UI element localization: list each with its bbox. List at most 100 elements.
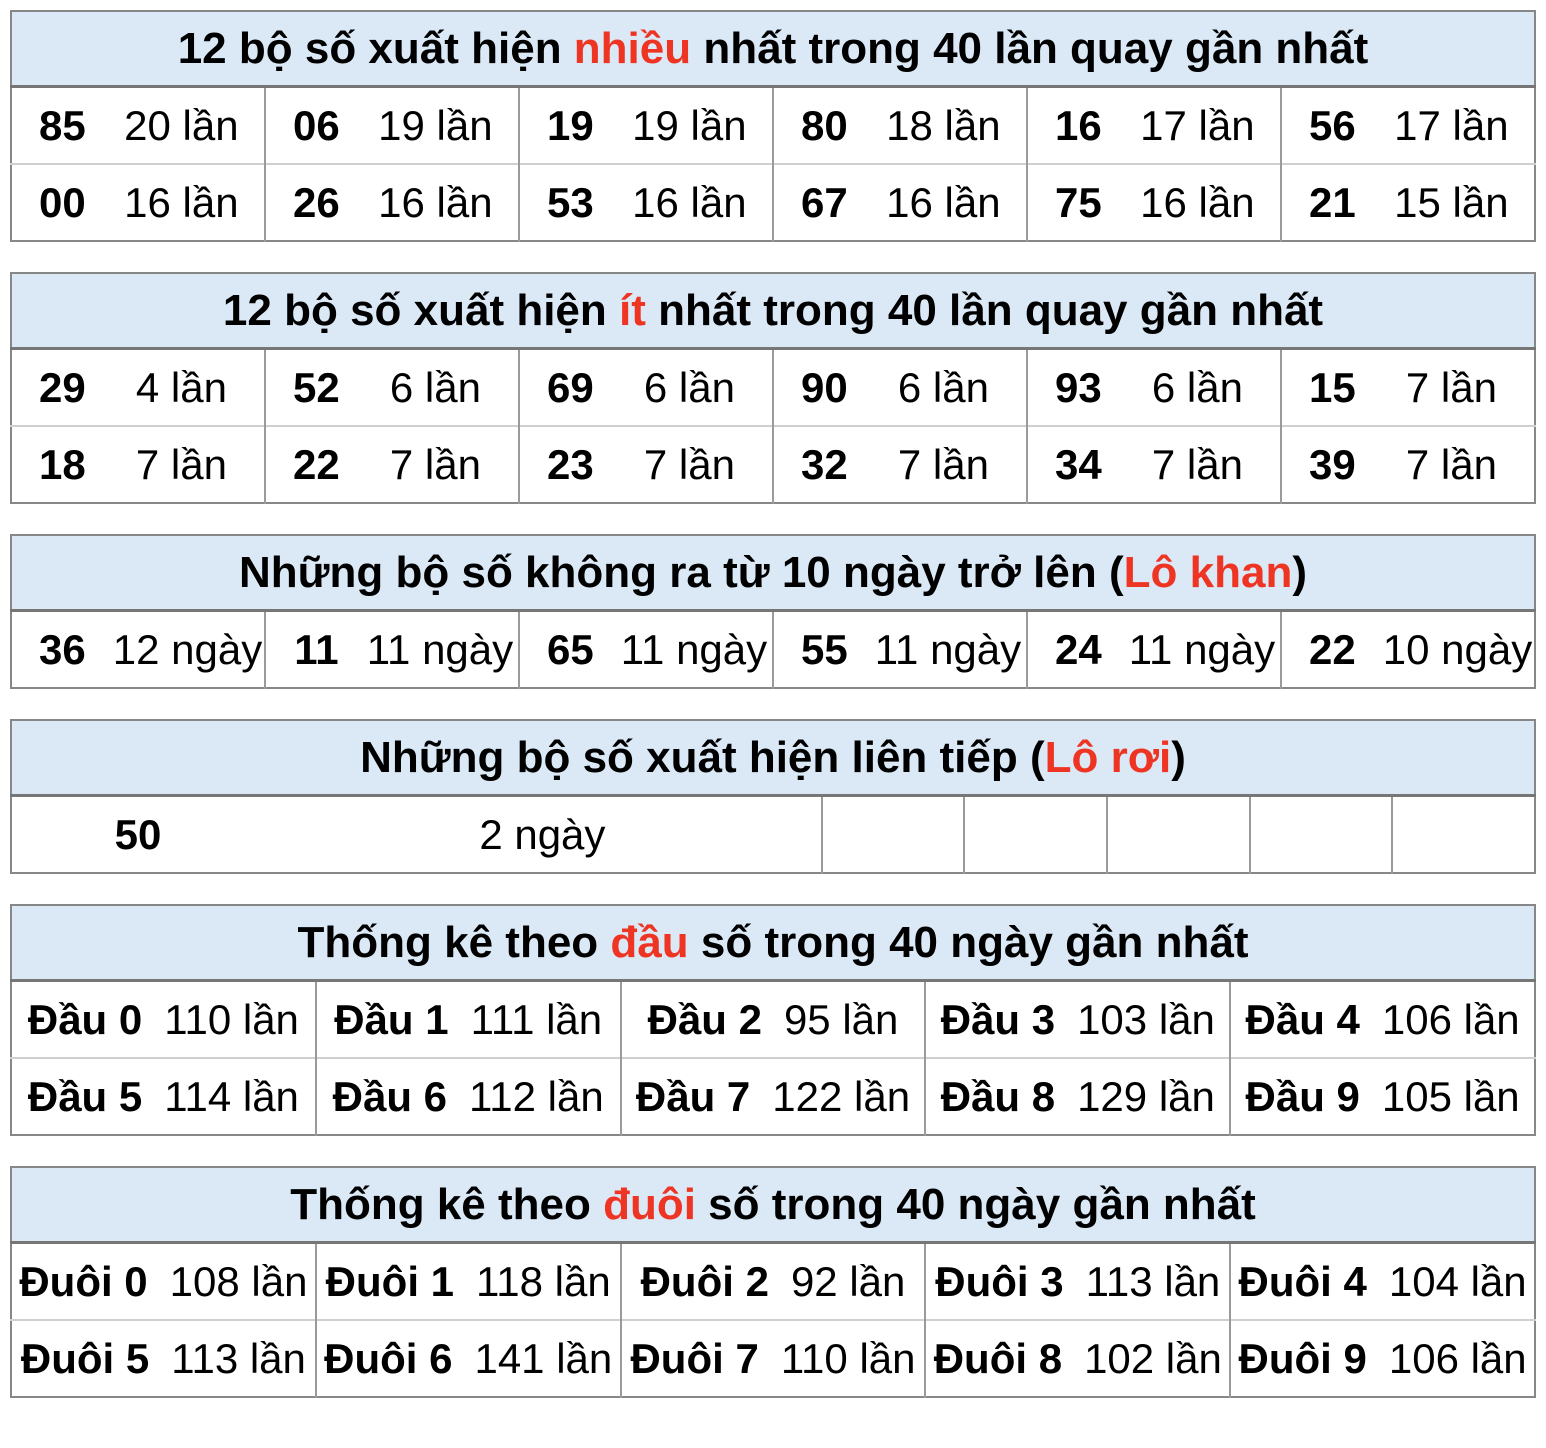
occurrence-count: 111 lần — [470, 995, 603, 1043]
pair-cell: Đuôi 4 104 lần — [1229, 1242, 1535, 1320]
table-row: Đuôi 0 108 lần Đuôi 1 118 lần Đuôi 2 92 lần… — [11, 1242, 1535, 1320]
pair-cell: 69 6 lần — [518, 348, 773, 426]
pair-cell: Đuôi 6 141 lần — [314, 1319, 621, 1397]
pair-cell: 90 6 lần — [772, 348, 1027, 426]
occurrence-count: 105 lần — [1381, 1072, 1520, 1120]
lottery-number: 34 — [1055, 440, 1102, 488]
pair-cell: 34 7 lần — [1026, 425, 1281, 503]
occurrence-count: 113 lần — [171, 1334, 306, 1382]
pair-cell: 67 16 lần — [772, 163, 1027, 241]
table-row: Đuôi 5 113 lần Đuôi 6 141 lần Đuôi 7 110 lầ… — [11, 1319, 1535, 1397]
lottery-number: 22 — [293, 440, 340, 488]
occurrence-count: 17 lần — [1394, 101, 1509, 149]
empty-cell — [1248, 795, 1393, 873]
number-count-pair: 15 7 lần — [1283, 363, 1534, 412]
occurrence-count: 7 lần — [1405, 440, 1497, 488]
lo-khan-table: Những bộ số không ra từ 10 ngày trở lên … — [10, 534, 1536, 689]
pair-cell: 32 7 lần — [772, 425, 1027, 503]
title-suffix: nhất trong 40 lần quay gần nhất — [645, 285, 1324, 335]
empty-cell — [1106, 795, 1250, 873]
number-count-pair: 21 15 lần — [1283, 178, 1534, 227]
pair-cell: 39 7 lần — [1280, 425, 1535, 503]
occurrence-count: 6 lần — [643, 363, 735, 411]
tail-digit-label: Đuôi 7 — [630, 1334, 759, 1382]
occurrence-count: 15 lần — [1394, 178, 1509, 226]
table-title: 12 bộ số xuất hiện ít nhất trong 40 lần … — [11, 273, 1535, 350]
least-frequent-table: 12 bộ số xuất hiện ít nhất trong 40 lần … — [10, 272, 1536, 504]
pair-cell: Đầu 5 114 lần — [11, 1057, 316, 1135]
number-count-pair: 22 7 lần — [267, 440, 518, 489]
head-digit-label: Đầu 6 — [332, 1072, 448, 1120]
lottery-number: 06 — [293, 101, 340, 149]
tail-digit-label: Đuôi 8 — [933, 1334, 1063, 1382]
label-count-pair: Đầu 0 110 lần — [12, 996, 315, 1044]
occurrence-count: 95 lần — [783, 995, 899, 1043]
number-count-pair: 00 16 lần — [12, 179, 264, 227]
lottery-number: 36 — [39, 625, 86, 673]
lottery-number: 90 — [801, 363, 848, 411]
pair-cell: 23 7 lần — [518, 425, 773, 503]
head-digit-label: Đầu 9 — [1245, 1072, 1360, 1120]
empty-cell — [820, 795, 965, 873]
title-suffix: số trong 40 ngày gần nhất — [688, 917, 1249, 967]
day-count: 11 ngày — [366, 625, 514, 673]
occurrence-count: 102 lần — [1084, 1334, 1222, 1382]
occurrence-count: 6 lần — [389, 363, 481, 411]
duoi-stats-table: Thống kê theo đuôi số trong 40 ngày gần … — [10, 1166, 1536, 1398]
pair-cell: Đầu 8 129 lần — [924, 1057, 1231, 1135]
lottery-number: 00 — [39, 178, 86, 226]
pair-cell: Đầu 4 106 lần — [1229, 980, 1535, 1058]
occurrence-count: 6 lần — [1151, 363, 1243, 411]
tail-digit-label: Đuôi 9 — [1238, 1334, 1367, 1382]
title-highlight: đầu — [610, 917, 689, 967]
label-count-pair: Đầu 5 114 lần — [12, 1073, 315, 1121]
number-count-pair: 26 16 lần — [267, 179, 518, 227]
occurrence-count: 122 lần — [772, 1072, 911, 1120]
table-header-row: Thống kê theo đầu số trong 40 ngày gần n… — [11, 905, 1535, 982]
number-count-pair: 11 11 ngày — [267, 625, 518, 674]
table-title: Những bộ số không ra từ 10 ngày trở lên … — [11, 535, 1535, 612]
occurrence-count: 108 lần — [169, 1257, 308, 1305]
label-count-pair: Đầu 3 103 lần — [927, 996, 1229, 1044]
tail-digit-label: Đuôi 5 — [20, 1334, 150, 1382]
occurrence-count: 16 lần — [632, 178, 747, 226]
label-count-pair: Đầu 9 105 lần — [1232, 1072, 1534, 1121]
number-count-pair: 56 17 lần — [1283, 101, 1534, 150]
label-count-pair: Đuôi 2 92 lần — [623, 1258, 925, 1306]
label-count-pair: Đuôi 5 113 lần — [12, 1335, 315, 1383]
lo-roi-table: Những bộ số xuất hiện liên tiếp (Lô rơi)… — [10, 719, 1536, 874]
number-count-pair: 36 12 ngày — [12, 626, 264, 674]
pair-cell: Đầu 7 122 lần — [619, 1057, 926, 1135]
occurrence-count: 7 lần — [1405, 363, 1497, 411]
label-count-pair: Đầu 1 111 lần — [318, 995, 620, 1044]
day-count: 11 ngày — [1128, 625, 1276, 673]
head-digit-label: Đầu 0 — [27, 995, 143, 1043]
head-digit-label: Đầu 8 — [940, 1072, 1056, 1120]
label-count-pair: Đuôi 8 102 lần — [927, 1334, 1229, 1383]
number-count-pair: 39 7 lần — [1283, 440, 1534, 489]
table-title: Thống kê theo đuôi số trong 40 ngày gần … — [11, 1167, 1535, 1244]
day-count: 11 ngày — [874, 625, 1022, 673]
occurrence-count: 18 lần — [886, 101, 1001, 149]
most-frequent-table: 12 bộ số xuất hiện nhiều nhất trong 40 l… — [10, 10, 1536, 242]
occurrence-count: 7 lần — [389, 440, 481, 488]
occurrence-count: 118 lần — [476, 1257, 611, 1305]
number-count-pair: 69 6 lần — [521, 363, 772, 412]
pair-cell: 06 19 lần — [264, 86, 519, 164]
pair-cell: 52 6 lần — [264, 348, 519, 426]
title-suffix: ) — [1292, 547, 1307, 597]
pair-cell: 24 11 ngày — [1026, 610, 1281, 688]
label-count-pair: Đầu 8 129 lần — [927, 1072, 1229, 1121]
title-highlight: Lô khan — [1123, 547, 1293, 597]
occurrence-count: 106 lần — [1388, 1334, 1527, 1382]
pair-cell: 26 16 lần — [264, 163, 519, 241]
number-count-pair: 65 11 ngày — [521, 626, 772, 674]
tail-digit-label: Đuôi 3 — [935, 1257, 1064, 1305]
pair-cell: Đuôi 5 113 lần — [11, 1319, 316, 1397]
pair-cell: Đuôi 7 110 lần — [619, 1319, 926, 1397]
number-count-pair: 55 11 ngày — [775, 625, 1026, 674]
table-title: Thống kê theo đầu số trong 40 ngày gần n… — [11, 905, 1535, 982]
title-highlight: nhiều — [573, 23, 692, 73]
pair-cell: Đuôi 3 113 lần — [924, 1242, 1231, 1320]
table-header-row: Những bộ số không ra từ 10 ngày trở lên … — [11, 535, 1535, 612]
